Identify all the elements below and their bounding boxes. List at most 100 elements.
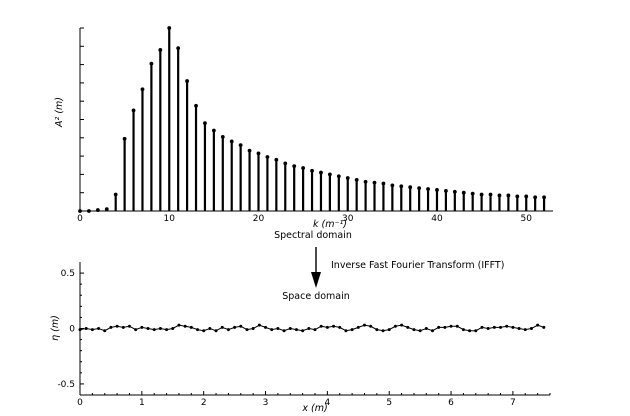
spectrum-chart: 0 10 20 30 40 50 A² (m) k (m⁻¹) Spectral doma…: [54, 26, 553, 241]
spectrum-x-tick-label: 40: [431, 214, 443, 224]
spectrum-point: [479, 192, 484, 197]
elevation-x-tick-label: 4: [325, 398, 331, 408]
spectrum-point: [319, 170, 323, 175]
elevation-y-tick-label: 0: [69, 325, 75, 335]
elevation-point: [362, 323, 366, 327]
elevation-point: [109, 325, 113, 329]
elevation-point: [282, 329, 286, 333]
spectrum-point: [470, 191, 475, 196]
spectrum-point: [354, 177, 359, 182]
spectrum-point: [399, 184, 404, 189]
elevation-point: [319, 324, 323, 328]
spectrum-point: [310, 168, 314, 173]
spectrum-x-tick-label: 20: [253, 214, 265, 224]
elevation-x-tick-label: 7: [510, 398, 516, 408]
elevation-point: [196, 328, 199, 332]
elevation-point: [418, 329, 422, 333]
elevation-y-tick-label: 0.5: [61, 269, 75, 279]
spectrum-point: [185, 79, 189, 83]
elevation-point: [461, 328, 465, 332]
spectrum-point: [426, 187, 430, 191]
spectrum-point: [203, 121, 207, 126]
spectrum-point: [444, 188, 448, 193]
elevation-point: [134, 328, 138, 332]
elevation-point: [264, 325, 268, 329]
spectral-domain-caption: Spectral domain: [274, 230, 352, 241]
spectrum-point: [265, 155, 270, 159]
spectrum-point: [167, 26, 172, 30]
elevation-point: [529, 327, 533, 330]
elevation-point: [177, 323, 181, 327]
elevation-point: [301, 329, 305, 333]
elevation-point: [189, 325, 193, 329]
spectrum-point: [229, 139, 234, 144]
spectrum-point: [194, 103, 198, 108]
elevation-series-line: [79, 324, 544, 332]
elevation-point: [424, 327, 428, 330]
elevation-point: [474, 329, 478, 333]
elevation-point: [542, 325, 546, 329]
elevation-point: [369, 324, 373, 328]
elevation-point: [251, 327, 255, 330]
elevation-point: [387, 328, 391, 332]
elevation-point: [146, 327, 150, 330]
elevation-point: [171, 327, 175, 330]
spectrum-x-tick-label: 30: [342, 214, 354, 224]
elevation-point: [127, 324, 131, 328]
elevation-point: [492, 325, 496, 329]
elevation-point: [406, 325, 410, 329]
elevation-point: [517, 327, 521, 330]
elevation-point: [313, 328, 317, 332]
elevation-point: [202, 329, 206, 333]
elevation-point: [480, 325, 484, 329]
spectrum-point: [381, 181, 386, 186]
elevation-x-tick-label: 2: [201, 398, 207, 408]
spectrum-point: [363, 179, 368, 184]
spectrum-point: [176, 46, 181, 51]
elevation-x-tick-label: 1: [139, 398, 145, 408]
elevation-point: [115, 324, 119, 328]
elevation-point: [90, 328, 94, 332]
elevation-point: [393, 324, 397, 328]
spectrum-point: [372, 180, 377, 185]
spectrum-point: [220, 134, 225, 139]
elevation-point: [294, 328, 298, 332]
elevation-point: [84, 327, 88, 330]
spectrum-point: [461, 190, 466, 195]
spectrum-point: [506, 193, 511, 198]
elevation-point: [226, 328, 230, 332]
elevation-x-tick-label: 6: [448, 398, 454, 408]
ifft-arrow: [311, 247, 321, 288]
elevation-point: [468, 329, 472, 333]
spectrum-point: [131, 108, 136, 113]
elevation-point: [288, 327, 292, 330]
elevation-point: [121, 325, 125, 329]
elevation-point: [344, 329, 348, 333]
elevation-point: [239, 324, 243, 328]
elevation-point: [270, 328, 274, 332]
spectrum-point: [345, 176, 350, 180]
spectrum-point: [524, 194, 529, 199]
spectrum-point: [292, 164, 297, 169]
spectrum-point: [417, 186, 422, 191]
ifft-label: Inverse Fast Fourier Transform (IFFT): [331, 260, 504, 271]
elevation-point: [523, 328, 527, 332]
spectrum-point: [158, 48, 163, 52]
elevation-x-tick-label: 5: [386, 398, 392, 408]
spectrum-point: [104, 207, 109, 212]
elevation-point: [499, 325, 503, 329]
elevation-point: [245, 328, 249, 332]
spectrum-point: [149, 61, 154, 66]
elevation-x-axis-label: x (m): [301, 403, 327, 414]
spectrum-x-axis-label: k (m⁻¹): [313, 219, 347, 230]
spectrum-point: [113, 192, 118, 197]
spectrum-y-ticks: [80, 27, 84, 212]
elevation-point: [486, 327, 490, 330]
spectrum-point: [256, 151, 261, 156]
elevation-point: [103, 329, 107, 333]
spectrum-point: [390, 183, 395, 188]
spectrum-point: [515, 194, 520, 199]
elevation-point: [220, 325, 224, 329]
elevation-point: [140, 325, 144, 329]
